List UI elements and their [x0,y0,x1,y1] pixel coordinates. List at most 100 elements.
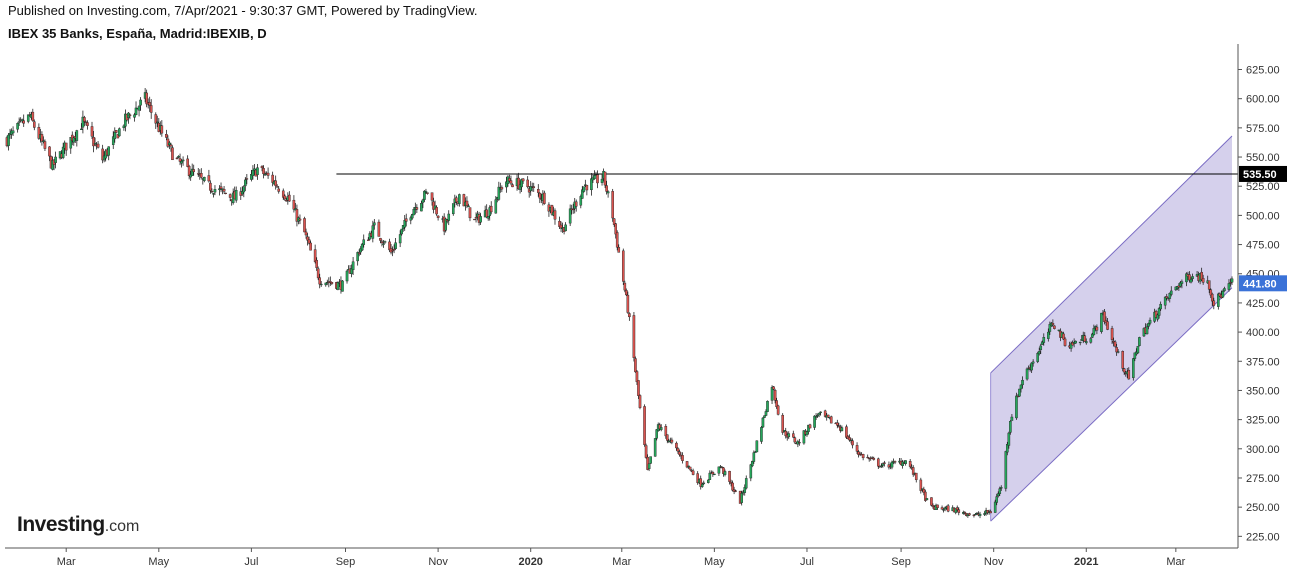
candle [823,409,827,418]
candle [731,480,734,492]
candle [508,174,511,183]
candle-body-down [621,250,625,282]
candle [1089,336,1093,344]
candle-body-down [187,165,191,177]
candle [1051,319,1055,327]
candle [398,230,402,248]
candle-body-down [550,205,554,215]
candle-body-down [509,180,513,184]
y-tick-label: 300.00 [1246,444,1280,456]
candle [61,142,65,160]
candle [755,440,759,453]
candle [975,512,979,515]
candle [621,248,625,285]
candle-body-up [754,451,757,453]
candle [564,222,567,232]
candle [1069,341,1073,352]
candle-body-up [700,484,704,487]
x-tick-label: Sep [891,556,911,568]
candle [458,193,461,207]
candle [723,469,727,477]
candle [1121,350,1125,372]
candle [1127,367,1131,380]
candle-body-down [295,209,299,222]
candle [245,174,249,185]
candle [942,508,945,513]
candle-body-up [974,513,977,516]
candle [222,185,226,194]
candle [517,172,520,190]
candle-body-down [861,454,865,459]
candle-body-down [228,194,232,198]
candle [559,221,563,233]
candle [494,196,498,214]
candle-body-down [571,208,575,211]
candle [357,249,361,257]
candle-body-down [262,168,265,175]
candle [857,450,860,458]
candle-body-down [1200,271,1203,280]
candle [304,228,308,239]
candle [479,212,482,225]
candle-body-down [508,178,511,182]
candle [228,193,232,202]
candle-body-down [781,414,784,433]
candle-body-down [114,130,118,133]
candle-body-up [529,186,532,191]
candle [628,312,631,321]
candle [316,266,320,281]
candle [681,452,684,464]
candle [187,164,191,180]
candle [792,430,795,438]
candle [954,508,958,515]
candle [728,470,731,485]
candle-body-down [489,205,493,213]
candle-body-down [936,504,939,508]
candle-body-down [919,479,923,491]
candle-body-up [122,125,126,129]
candle [1030,362,1033,373]
candle [713,473,716,476]
candle [574,199,578,212]
candle-body-up [1039,345,1043,351]
candle-body-up [975,512,979,515]
candle [664,424,668,439]
candle [149,99,153,119]
x-tick-label: Mar [1166,556,1185,568]
candle-body-up [564,224,567,232]
candle-body-up [649,456,652,464]
candle [1210,292,1214,306]
candle [1015,392,1018,420]
candle [829,415,833,424]
candle [872,456,876,461]
y-tick-label: 400.00 [1246,327,1280,339]
candle [819,411,822,416]
candle-body-down [309,242,312,251]
candle-body-up [1191,276,1194,279]
candle-body-down [37,127,41,139]
x-tick-label: Jul [244,556,258,568]
candle [749,463,753,482]
candle [1025,367,1029,381]
candle-body-up [80,128,83,130]
resistance-price-text: 535.50 [1243,169,1277,181]
candle [424,188,428,194]
candle [1165,293,1169,301]
candle [708,470,712,480]
candle-body-up [647,463,651,470]
candle-body-down [245,178,249,180]
candle-body-down [96,143,100,148]
x-tick-label: Nov [984,556,1004,568]
candle [625,288,628,296]
candle-body-down [292,199,296,210]
candle [600,174,604,186]
candle-body-down [165,134,168,138]
candle-body-down [666,434,669,441]
candle-body-down [1095,326,1099,331]
candle-body-down [536,189,540,193]
candle [1169,286,1173,297]
candle-body-up [744,478,748,489]
candle-body-up [1189,279,1193,283]
candle [890,460,894,470]
